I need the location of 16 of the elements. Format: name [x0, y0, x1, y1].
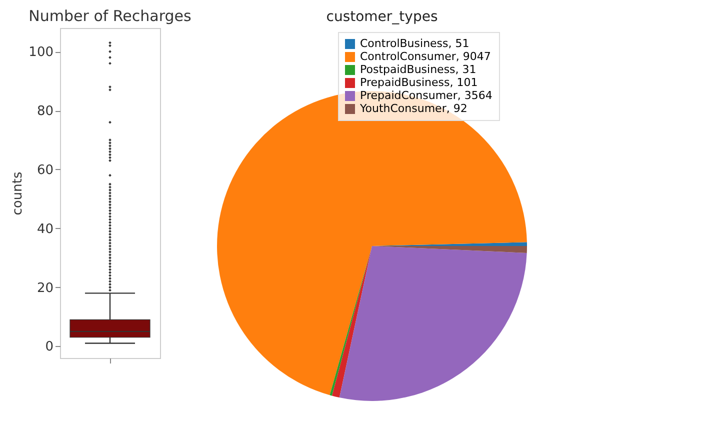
chart-title: Number of Recharges [28, 7, 192, 25]
legend-label: PrepaidConsumer, 3564 [360, 89, 492, 102]
y-tick-label: 20 [36, 280, 54, 296]
chart-title: customer_types [326, 9, 438, 25]
y-axis-title: counts [10, 172, 26, 216]
legend-label: PrepaidBusiness, 101 [360, 76, 478, 89]
legend-label: YouthConsumer, 92 [359, 102, 468, 115]
y-tick-label: 40 [36, 222, 54, 237]
legend-label: PostpaidBusiness, 31 [360, 63, 476, 76]
pie-slice [339, 246, 527, 401]
y-tick-label: 60 [36, 162, 54, 178]
y-tick-label: 100 [28, 45, 54, 60]
y-tick-label: 0 [45, 340, 54, 355]
y-tick-label: 80 [36, 104, 54, 119]
legend-label: ControlConsumer, 9047 [360, 50, 491, 63]
legend-label: ControlBusiness, 51 [360, 37, 470, 50]
